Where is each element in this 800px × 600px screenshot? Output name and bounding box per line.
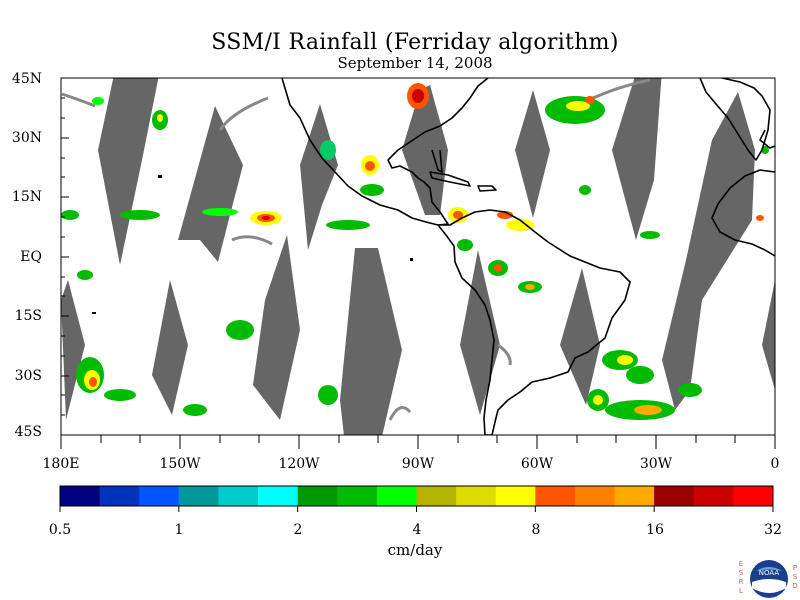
colorbar-swatch (178, 486, 219, 506)
lat-label-15n: 15N (11, 189, 42, 205)
swath-gap (253, 235, 300, 420)
swath-gap (340, 248, 402, 435)
colorbar-label-0-5: 0.5 (48, 522, 72, 538)
iberia (759, 129, 775, 149)
lat-label-30n: 30N (11, 130, 42, 146)
lat-label-15s: 15S (14, 308, 42, 324)
swath-gap (762, 280, 775, 390)
africa-coast (711, 169, 775, 257)
swath-edges (61, 78, 651, 421)
lon-label-180e: 180E (42, 456, 80, 472)
colorbar-swatch (535, 486, 576, 506)
map-title: SSM/I Rainfall (Ferriday algorithm) (211, 30, 619, 55)
noaa-logo-icon: NOAA (750, 560, 788, 598)
lon-label-60w: 60W (520, 456, 554, 472)
colorbar-label-32: 32 (764, 522, 782, 538)
noaa-logo-text: NOAA (759, 569, 780, 577)
swath-gap (515, 90, 550, 218)
lat-label-45s: 45S (14, 424, 42, 440)
lon-label-30w: 30W (639, 456, 673, 472)
lat-ticks (61, 77, 69, 436)
lat-label-30s: 30S (14, 368, 42, 384)
colorbar-swatch (733, 486, 774, 506)
coastlines (281, 78, 775, 435)
swath-gap (560, 268, 600, 405)
lon-label-90w: 90W (401, 456, 435, 472)
swath-gap (98, 78, 159, 265)
colorbar-swatch (376, 486, 417, 506)
lon-label-120w: 120W (278, 456, 320, 472)
colorbar-swatch (456, 486, 497, 506)
colorbar-swatch (99, 486, 140, 506)
lon-label-150w: 150W (159, 456, 201, 472)
florida (431, 149, 443, 173)
colorbar-swatch (139, 486, 180, 506)
greenland (699, 78, 771, 161)
swath-gap (612, 78, 662, 240)
colorbar-label-16: 16 (646, 522, 664, 538)
colorbar-label-2: 2 (293, 522, 303, 538)
swath-gap (152, 280, 188, 415)
colorbar-swatch (574, 486, 616, 506)
lon-ticks (60, 435, 776, 449)
lon-label-0: 0 (770, 456, 780, 472)
colorbar-swatch (693, 486, 734, 506)
lat-label-eq: EQ (20, 249, 42, 265)
colorbar-label-4: 4 (412, 522, 422, 538)
colorbar (59, 485, 774, 512)
north-america-coast (281, 78, 489, 226)
colorbar-swatch (654, 486, 695, 506)
swath-gap (402, 85, 448, 215)
swath-gap (61, 280, 85, 420)
colorbar-swatch (297, 486, 338, 506)
cuba (429, 171, 471, 187)
hispaniola (477, 185, 497, 192)
south-america-coast (437, 209, 631, 435)
map-date: September 14, 2008 (337, 54, 493, 72)
colorbar-swatch (60, 486, 101, 506)
colorbar-label-1: 1 (174, 522, 184, 538)
colorbar-label-8: 8 (531, 522, 541, 538)
lat-label-45n: 45N (11, 71, 42, 87)
colorbar-swatch (337, 486, 378, 506)
colorbar-swatch (258, 486, 299, 506)
islands (92, 175, 413, 314)
colorbar-units: cm/day (387, 541, 443, 559)
colorbar-swatch (495, 486, 536, 506)
colorbar-swatch (218, 486, 259, 506)
colorbar-swatch (614, 486, 655, 506)
swath-gap (178, 106, 243, 262)
rain-patches (61, 83, 769, 420)
swath-gap (662, 92, 755, 410)
colorbar-swatch (416, 486, 457, 506)
